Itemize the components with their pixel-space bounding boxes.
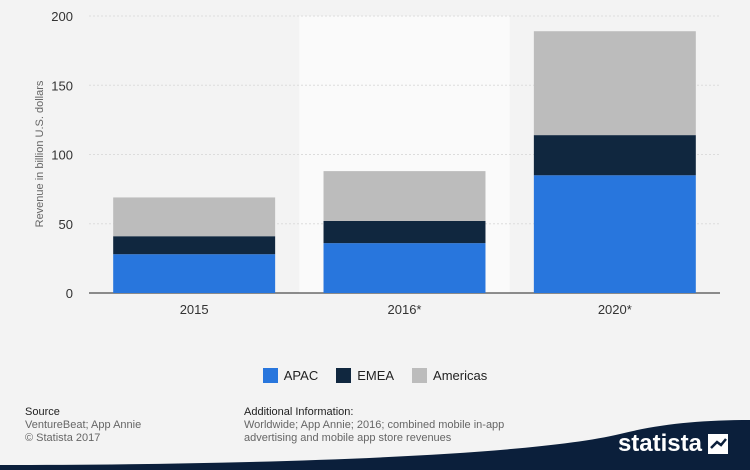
y-tick-labels: 0 50 100 150 200 — [51, 9, 73, 301]
x-tick-labels: 2015 2016* 2020* — [180, 302, 632, 317]
y-axis-title: Revenue in billion U.S. dollars — [34, 80, 46, 227]
legend-label: Americas — [433, 368, 488, 383]
info-line-1: Worldwide; App Annie; 2016; combined mob… — [244, 419, 505, 431]
source-line-1: VentureBeat; App Annie — [25, 419, 142, 431]
info-line-2: advertising and mobile app store revenue… — [244, 432, 452, 444]
bar-americas-2020 — [533, 31, 696, 136]
source-label: Source — [25, 406, 60, 418]
bar-americas-2015 — [113, 197, 276, 237]
info-label: Additional Information: — [244, 406, 354, 418]
statista-logo: statista — [618, 430, 728, 458]
y-tick-label: 0 — [66, 286, 73, 301]
legend-swatch — [412, 368, 428, 383]
legend-swatch — [336, 368, 352, 383]
x-tick-label: 2016* — [388, 302, 422, 317]
bar-emea-2016 — [323, 220, 486, 244]
bar-emea-2015 — [113, 236, 276, 255]
legend-label: EMEA — [357, 368, 395, 383]
y-tick-label: 200 — [51, 9, 73, 24]
legend-swatch — [262, 368, 278, 383]
statista-logo-icon — [708, 434, 728, 454]
bar-emea-2020 — [533, 135, 696, 176]
legend-item-americas: Americas — [412, 368, 487, 383]
legend-item-apac: APAC — [262, 368, 319, 383]
bar-americas-2016 — [323, 171, 486, 221]
bar-apac-2020 — [533, 175, 696, 293]
x-tick-label: 2015 — [180, 302, 209, 317]
footer-additional-info: Additional Information: Worldwide; App A… — [244, 406, 534, 445]
brand-wave — [0, 420, 750, 470]
brand-name: statista — [617, 430, 702, 457]
x-tick-label: 2020* — [598, 302, 632, 317]
legend-label: APAC — [283, 368, 319, 383]
source-line-2: © Statista 2017 — [25, 432, 101, 444]
bar-apac-2015 — [113, 254, 276, 293]
footer-source: Source VentureBeat; App Annie © Statista… — [25, 406, 141, 445]
legend: APAC EMEA Americas — [0, 368, 750, 383]
chart-area: 0 50 100 150 200 2015 2016* 2020* Revenue in b… — [34, 9, 720, 317]
y-tick-label: 150 — [51, 78, 73, 93]
bar-apac-2016 — [323, 243, 486, 293]
y-tick-label: 100 — [51, 148, 73, 163]
legend-item-emea: EMEA — [336, 368, 394, 383]
bars — [113, 31, 696, 293]
y-tick-label: 50 — [59, 217, 73, 232]
